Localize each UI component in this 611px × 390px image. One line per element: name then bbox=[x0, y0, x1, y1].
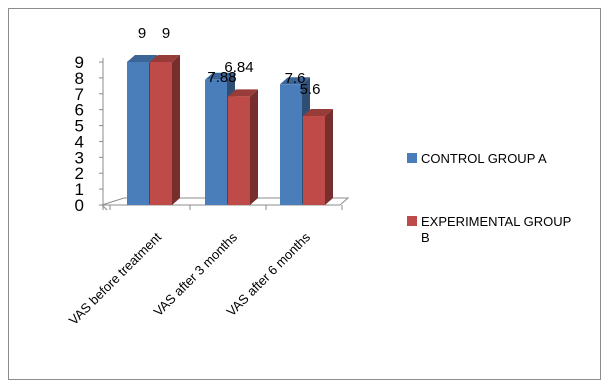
bar-side-face bbox=[172, 55, 180, 205]
bar-top-face bbox=[228, 89, 258, 97]
legend-swatch bbox=[407, 216, 417, 226]
legend-label: CONTROL GROUP A bbox=[421, 151, 547, 166]
bar-top-face bbox=[303, 109, 333, 117]
y-tick-label: 1 bbox=[75, 180, 84, 199]
y-tick-label: 6 bbox=[75, 101, 84, 120]
data-label: 5.6 bbox=[300, 81, 321, 98]
bar bbox=[303, 116, 325, 205]
bar bbox=[280, 84, 302, 205]
y-tick-label: 5 bbox=[75, 117, 84, 136]
bar bbox=[150, 62, 172, 205]
y-tick-label: 3 bbox=[75, 148, 84, 167]
data-label: 7.88 bbox=[207, 69, 236, 86]
legend-label: EXPERIMENTAL GROUP B bbox=[421, 214, 571, 245]
y-tick-label: 7 bbox=[75, 85, 84, 104]
y-tick-label: 0 bbox=[75, 196, 84, 215]
bar-side-face bbox=[325, 109, 333, 205]
category-label: VAS before treatment bbox=[66, 229, 165, 328]
bar-top-face bbox=[150, 55, 180, 62]
y-tick-label: 8 bbox=[75, 69, 84, 88]
data-label: 9 bbox=[138, 25, 146, 42]
bar-top-face bbox=[280, 77, 310, 85]
bar bbox=[127, 62, 149, 205]
data-label: 9 bbox=[162, 25, 170, 42]
y-tick-label: 9 bbox=[75, 53, 84, 72]
y-tick-label: 2 bbox=[75, 164, 84, 183]
bar bbox=[205, 79, 227, 205]
bar-top-face bbox=[205, 72, 235, 80]
data-label: 6.84 bbox=[224, 59, 253, 76]
bar bbox=[228, 96, 250, 205]
y-tick-label: 4 bbox=[75, 132, 84, 151]
bar-top-face bbox=[127, 55, 157, 62]
data-label: 7.6 bbox=[285, 70, 306, 87]
bar-side-face bbox=[250, 89, 258, 205]
legend-swatch bbox=[407, 153, 417, 163]
